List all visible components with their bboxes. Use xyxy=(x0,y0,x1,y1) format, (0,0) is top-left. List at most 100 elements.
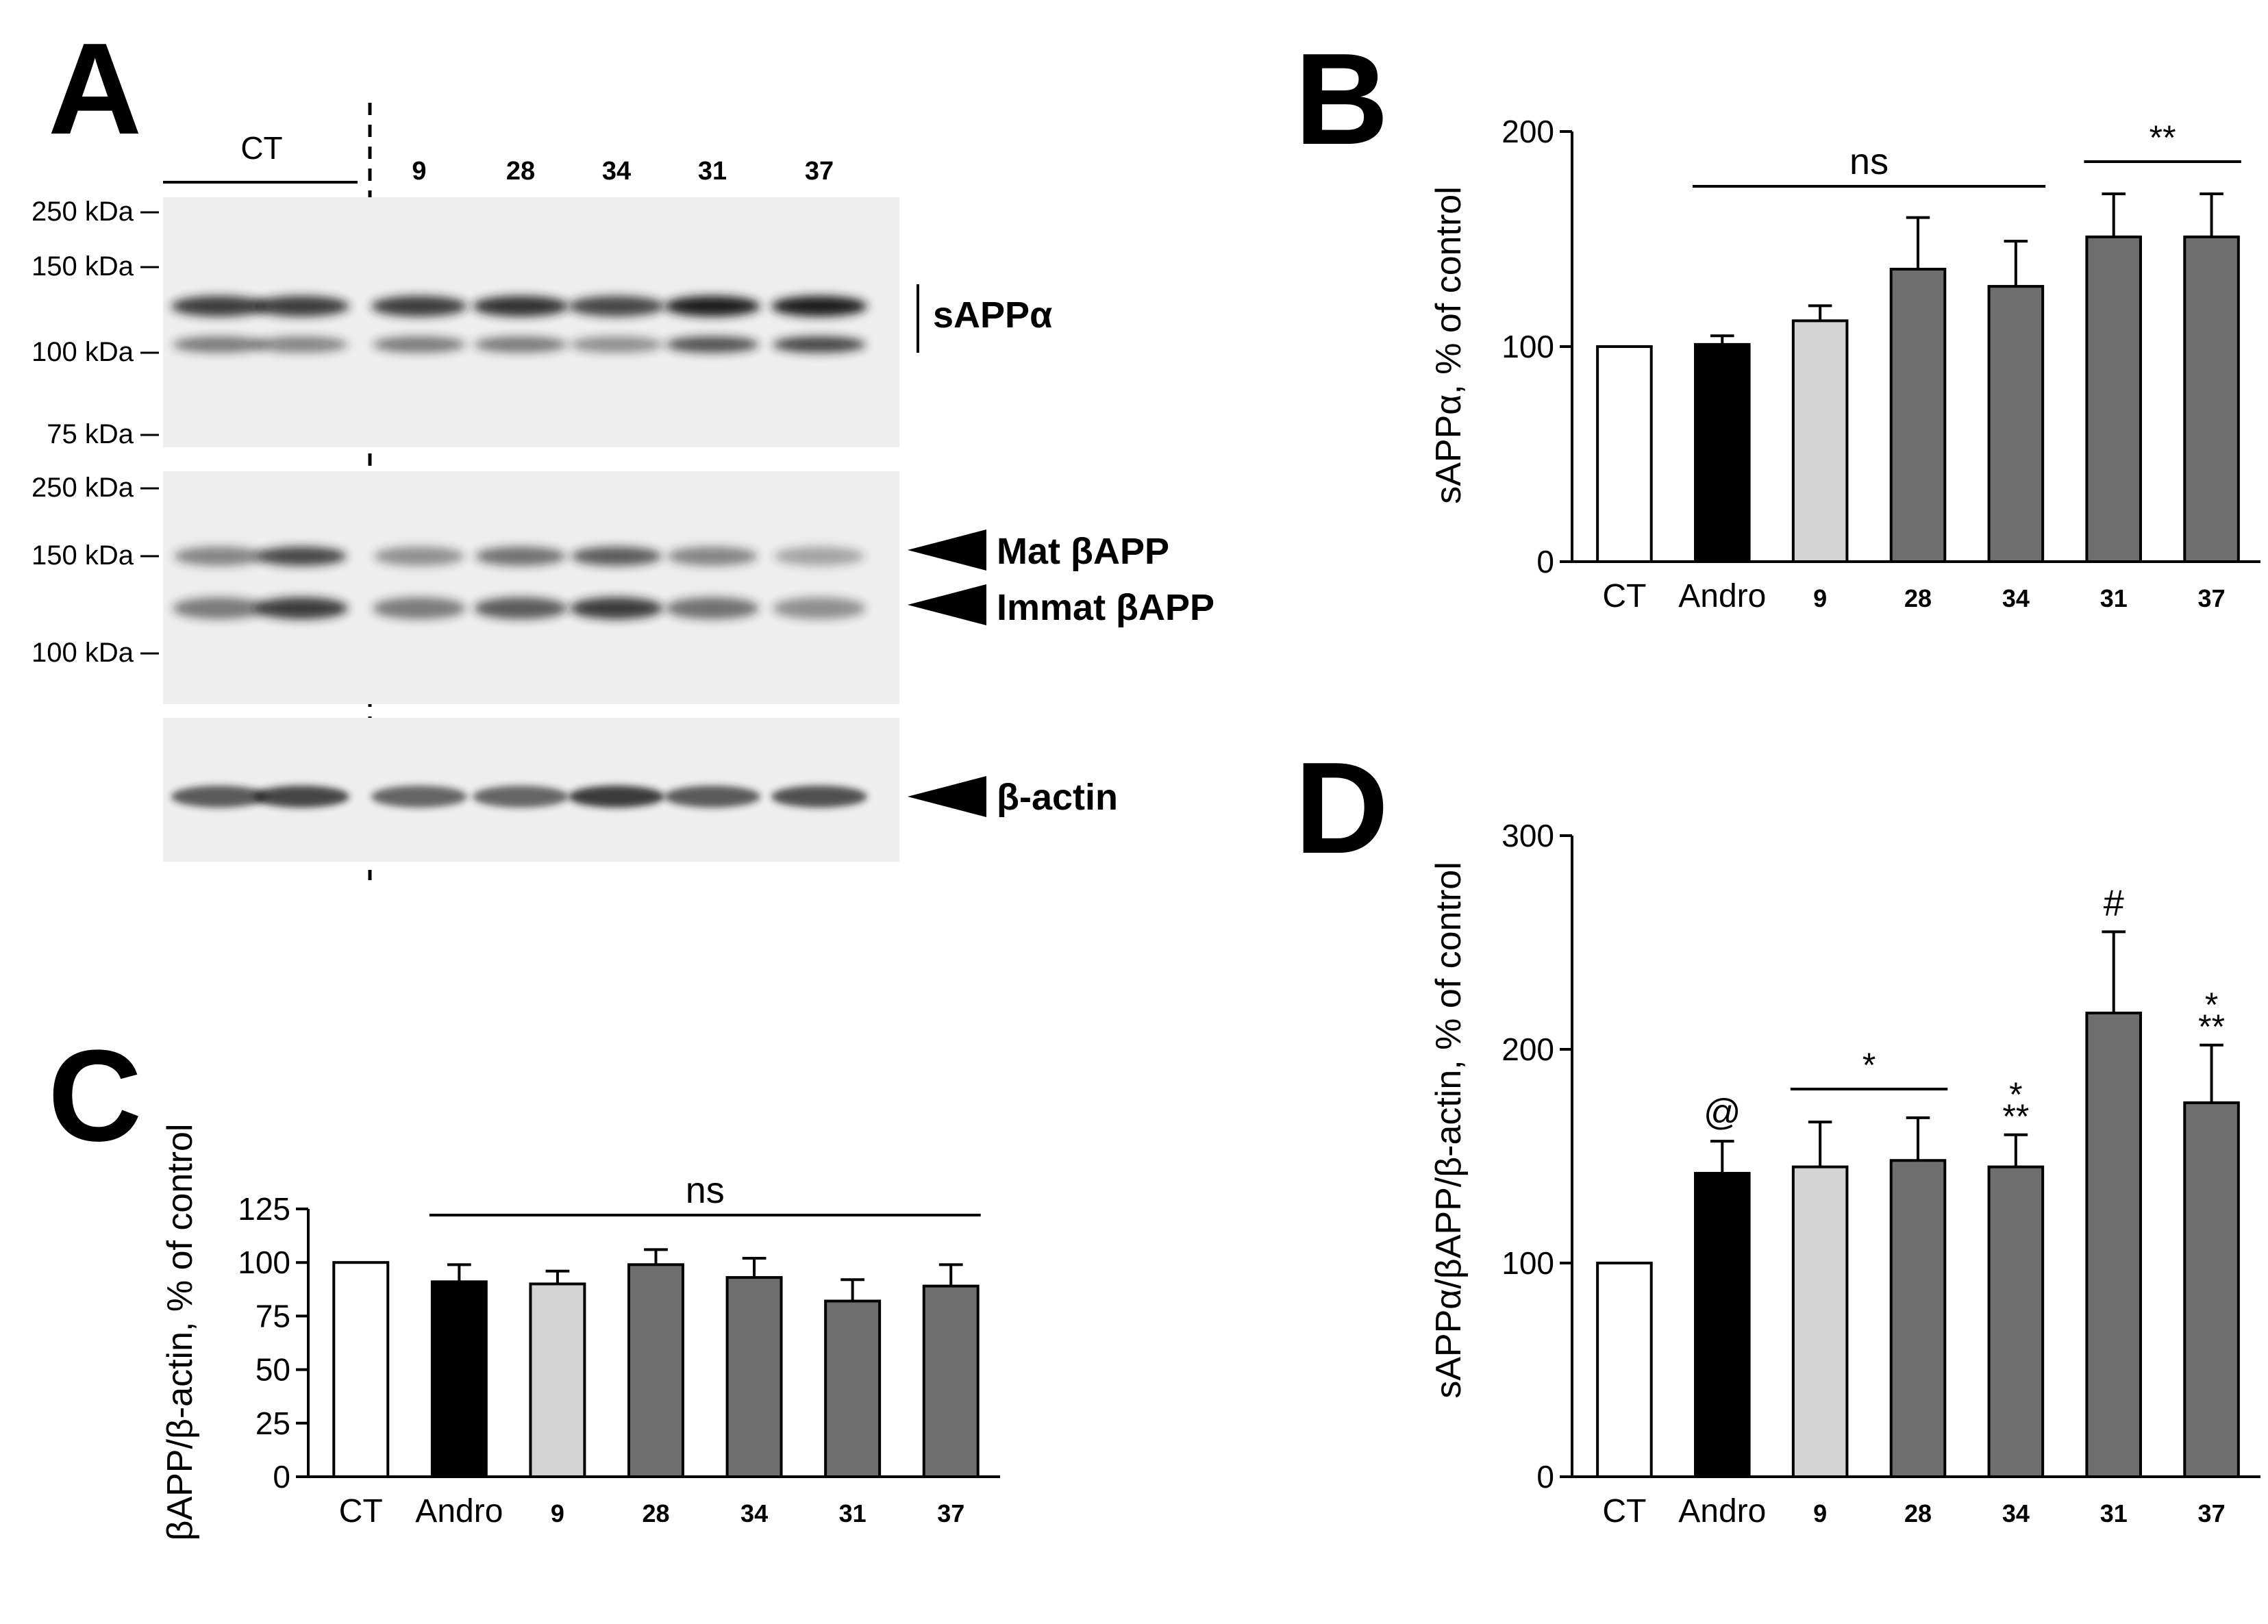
blot-bands xyxy=(171,296,867,808)
panel-letter-d: D xyxy=(1295,736,1388,881)
y-tick-label: 125 xyxy=(238,1191,290,1227)
lane-label-37: 37 xyxy=(805,157,834,186)
y-axis-label-d: sAPPα/βAPP/β-actin, % of control xyxy=(1429,862,1469,1399)
bar xyxy=(1596,345,1653,563)
x-tick-label: 34 xyxy=(740,1499,768,1527)
bar xyxy=(1694,1171,1751,1478)
actin-arrow-icon xyxy=(908,776,986,817)
lane-label-28: 28 xyxy=(506,157,535,186)
lane-label-34: 34 xyxy=(602,157,631,186)
blot-band-sapp-lower xyxy=(373,336,466,353)
bar xyxy=(332,1261,390,1478)
lane-labels: 9 28 34 31 37 xyxy=(412,157,834,186)
bar xyxy=(725,1276,783,1478)
mat-arrow-icon xyxy=(908,529,986,571)
y-axis-label-c: βAPP/β-actin, % of control xyxy=(160,1124,200,1541)
significance-label: * xyxy=(1862,1046,1876,1084)
blot-band-mat xyxy=(374,547,464,566)
blot-band-actin xyxy=(771,786,867,808)
significance-label: ns xyxy=(1849,141,1889,182)
blot-band-mat xyxy=(256,547,347,566)
blot-band-sapp-upper xyxy=(253,296,349,316)
x-tick-label: 28 xyxy=(1904,584,1932,612)
bar xyxy=(529,1282,586,1478)
marker-label: 150 kDa xyxy=(32,540,134,571)
markers-middle: 250 kDa 150 kDa 100 kDa xyxy=(32,473,159,668)
x-tick-label: 9 xyxy=(1813,1499,1827,1527)
x-tick-label: 9 xyxy=(1813,584,1827,612)
blot-band-immat xyxy=(373,597,466,619)
lane-label-9: 9 xyxy=(412,157,426,186)
blot-band-actin xyxy=(473,786,569,808)
blot-band-mat xyxy=(571,547,662,566)
blot-band-immat xyxy=(773,597,866,619)
blot-panel-middle xyxy=(163,471,899,704)
panel-letter-c: C xyxy=(48,1023,142,1169)
blot-band-sapp-lower xyxy=(255,336,348,353)
bar xyxy=(1596,1262,1653,1478)
bar xyxy=(922,1284,980,1479)
blot-band-mat xyxy=(774,547,864,566)
y-tick-label: 200 xyxy=(1501,114,1554,149)
blot-band-sapp-upper xyxy=(473,296,569,316)
blot-band-immat xyxy=(173,597,266,619)
bar xyxy=(2085,235,2142,563)
bar xyxy=(1694,342,1751,563)
x-tick-label: Andro xyxy=(1678,578,1766,614)
blot-band-immat xyxy=(474,597,567,619)
sapp-band-label: sAPPα xyxy=(933,295,1052,336)
blot-band-sapp-lower xyxy=(773,336,866,353)
bar xyxy=(824,1299,882,1479)
chart-b: 0 100 200 CT Andro 9 28 34 31 37 ns ** xyxy=(1501,114,2260,614)
blot-band-actin xyxy=(664,786,760,808)
panel-a: A CT 9 28 34 31 37 250 kDa 150 kDa 100 k… xyxy=(32,16,1214,880)
immat-arrow-icon xyxy=(908,584,986,625)
panel-letter-b: B xyxy=(1295,27,1388,172)
blot-panel-top xyxy=(163,197,899,447)
y-tick-label: 0 xyxy=(1536,1459,1554,1495)
significance-label: * xyxy=(2009,1075,2022,1114)
blot-band-actin xyxy=(371,786,467,808)
blot-band-immat xyxy=(666,597,759,619)
significance-label: ** xyxy=(2002,1097,2029,1136)
y-tick-label: 25 xyxy=(256,1406,290,1441)
marker-label: 250 kDa xyxy=(32,473,134,503)
bar xyxy=(2183,1101,2240,1478)
x-tick-label: 31 xyxy=(2100,584,2128,612)
bar xyxy=(1987,285,2045,563)
immat-band-label: Immat βAPP xyxy=(997,587,1214,628)
marker-label: 75 kDa xyxy=(47,419,134,449)
marker-label: 150 kDa xyxy=(32,251,134,282)
y-tick-label: 75 xyxy=(256,1298,290,1334)
blot-band-sapp-upper xyxy=(171,296,267,316)
significance-label: ** xyxy=(2198,1008,2225,1046)
blot-band-actin xyxy=(171,786,267,808)
chart-c: 0 25 50 75 100 125 CT Andro 9 28 34 31 37 ns xyxy=(238,1170,1000,1529)
significance-label: # xyxy=(2104,882,2124,923)
blot-band-sapp-upper xyxy=(771,296,867,316)
bar xyxy=(2183,235,2240,563)
x-tick-label: 34 xyxy=(2002,584,2030,612)
bar xyxy=(1889,1159,1947,1478)
significance-label: ns xyxy=(686,1170,725,1211)
bar xyxy=(2085,1011,2142,1478)
significance-label: @ xyxy=(1704,1092,1741,1133)
blot-band-mat xyxy=(174,547,264,566)
panel-b: B sAPPα, % of control 0 100 200 CT Andro 9 28 3… xyxy=(1295,27,2260,614)
panel-c: C βAPP/β-actin, % of control 0 25 50 75 100 1… xyxy=(48,1023,1000,1540)
y-axis-label-b: sAPPα, % of control xyxy=(1429,186,1469,504)
blot-band-actin xyxy=(253,786,349,808)
x-tick-label: 9 xyxy=(551,1499,564,1527)
x-tick-label: 28 xyxy=(642,1499,669,1527)
y-tick-label: 100 xyxy=(238,1245,290,1280)
x-tick-label: 34 xyxy=(2002,1499,2030,1527)
x-tick-label: 28 xyxy=(1904,1499,1932,1527)
y-tick-label: 0 xyxy=(1536,544,1554,579)
blot-band-sapp-lower xyxy=(570,336,663,353)
marker-label: 100 kDa xyxy=(32,337,134,367)
y-tick-label: 300 xyxy=(1501,818,1554,853)
significance-label: ** xyxy=(2149,118,2176,157)
blot-band-immat xyxy=(255,597,348,619)
bar xyxy=(1987,1165,2045,1478)
blot-band-actin xyxy=(569,786,664,808)
